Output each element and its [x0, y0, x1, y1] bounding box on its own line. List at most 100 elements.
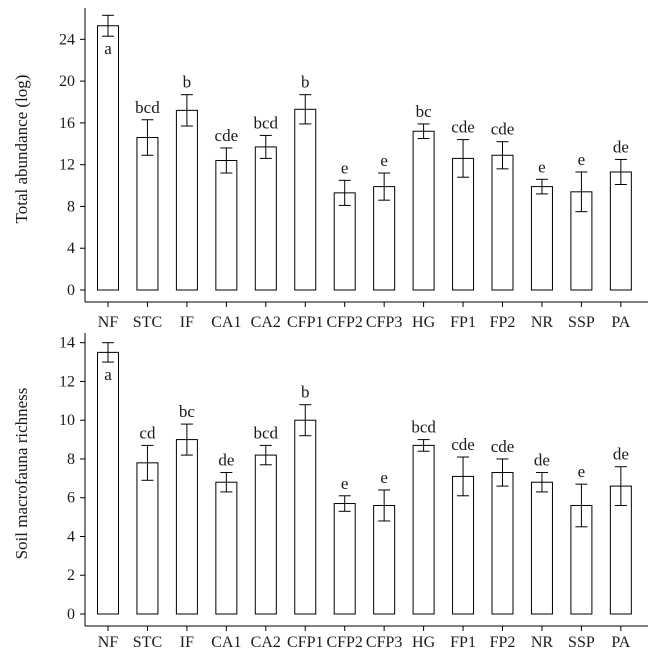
significance-letter: cde [451, 118, 475, 137]
bar-IF [175, 109, 198, 291]
x-tick-label: CFP3 [366, 314, 402, 331]
bar-NR [530, 481, 553, 615]
significance-letter: e [578, 150, 586, 169]
y-tick-label: 8 [67, 451, 75, 468]
x-tick-label: NF [98, 634, 119, 651]
x-tick-label: CA1 [211, 314, 241, 331]
significance-letter: a [104, 365, 112, 384]
significance-letter: cd [139, 423, 156, 442]
y-tick-label: 4 [67, 240, 75, 257]
significance-letter: bcd [254, 113, 279, 132]
significance-letter: bcd [254, 423, 279, 442]
y-tick-label: 14 [59, 335, 75, 352]
significance-letter: e [380, 151, 388, 170]
significance-letter: de [613, 137, 629, 156]
x-tick-label: IF [180, 634, 194, 651]
bar-CA2 [254, 146, 277, 291]
bar-FP2 [491, 154, 514, 291]
y-tick-label: 0 [67, 282, 75, 299]
significance-letter: cde [451, 435, 475, 454]
x-tick-label: NR [531, 634, 554, 651]
y-tick-label: 10 [59, 412, 75, 429]
x-tick-label: PA [611, 314, 630, 331]
bar-CFP3 [373, 186, 396, 291]
significance-letter: b [301, 383, 310, 402]
bar-PA [609, 171, 632, 291]
x-tick-label: CFP2 [326, 314, 362, 331]
x-tick-label: IF [180, 314, 194, 331]
bar-HG [412, 130, 435, 291]
y-tick-label: 12 [59, 373, 75, 390]
significance-letter: de [613, 445, 629, 464]
significance-letter: cde [491, 120, 515, 139]
significance-letter: b [301, 73, 310, 92]
bar-CFP1 [294, 108, 317, 291]
x-tick-label: FP1 [450, 634, 476, 651]
y-axis-title: Total abundance (log) [12, 75, 31, 224]
significance-letter: bc [179, 402, 196, 421]
bar-NF [97, 351, 119, 615]
x-tick-label: CFP3 [366, 634, 402, 651]
significance-letter: cde [491, 437, 515, 456]
bar-CFP2 [333, 503, 356, 615]
x-tick-label: FP2 [490, 634, 516, 651]
bar-CA2 [254, 454, 277, 615]
x-tick-label: CA2 [251, 634, 281, 651]
bar-FP1 [452, 475, 475, 615]
bar-STC [136, 137, 159, 291]
significance-letter: a [104, 39, 112, 58]
bar-HG [412, 444, 435, 615]
y-tick-label: 16 [59, 115, 75, 132]
x-tick-label: PA [611, 634, 630, 651]
bar-IF [175, 439, 198, 615]
y-tick-label: 24 [59, 31, 75, 48]
x-tick-label: FP1 [450, 314, 476, 331]
x-tick-label: HG [412, 314, 436, 331]
bar-CFP2 [333, 192, 356, 291]
y-axis-title: Soil macrofauna richness [12, 388, 31, 560]
x-tick-label: CFP1 [287, 634, 323, 651]
significance-letter: de [218, 451, 234, 470]
bar-FP1 [452, 157, 475, 291]
bar-CFP1 [294, 419, 317, 615]
significance-letter: bcd [135, 98, 160, 117]
y-tick-label: 4 [67, 528, 75, 545]
y-tick-label: 20 [59, 73, 75, 90]
x-tick-label: NR [531, 314, 554, 331]
y-tick-label: 12 [59, 157, 75, 174]
significance-letter: e [341, 474, 349, 493]
bar-CA1 [215, 481, 238, 615]
x-tick-label: NF [98, 314, 119, 331]
x-tick-label: CA2 [251, 314, 281, 331]
bar-FP2 [491, 472, 514, 615]
bar-NR [530, 186, 553, 291]
y-tick-label: 8 [67, 198, 75, 215]
bar-CFP3 [373, 504, 396, 615]
significance-letter: e [538, 157, 546, 176]
x-tick-label: STC [133, 314, 162, 331]
richness-panel: 0 2 4 6 8 10 12 14 Soil macrofauna richness a NF cd… [12, 333, 648, 651]
x-tick-label: FP2 [490, 314, 516, 331]
x-tick-label: CA1 [211, 634, 241, 651]
x-tick-label: SSP [568, 314, 595, 331]
significance-letter: de [534, 451, 550, 470]
significance-letter: bcd [411, 418, 436, 437]
significance-letter: e [380, 468, 388, 487]
abundance-panel: 0 4 8 12 16 20 24 Total abundance (log) a NF bcd ST… [12, 8, 648, 331]
x-tick-label: CFP1 [287, 314, 323, 331]
bar-CA1 [215, 159, 238, 291]
significance-letter: e [341, 158, 349, 177]
significance-letter: e [578, 462, 586, 481]
y-tick-label: 6 [67, 490, 75, 507]
significance-letter: cde [215, 126, 239, 145]
significance-letter: b [183, 73, 192, 92]
x-tick-label: HG [412, 634, 436, 651]
x-tick-label: STC [133, 634, 162, 651]
y-tick-label: 2 [67, 567, 75, 584]
x-tick-label: CFP2 [326, 634, 362, 651]
significance-letter: bc [416, 102, 433, 121]
y-tick-label: 0 [67, 606, 75, 623]
x-tick-label: SSP [568, 634, 595, 651]
bar-STC [136, 462, 159, 615]
